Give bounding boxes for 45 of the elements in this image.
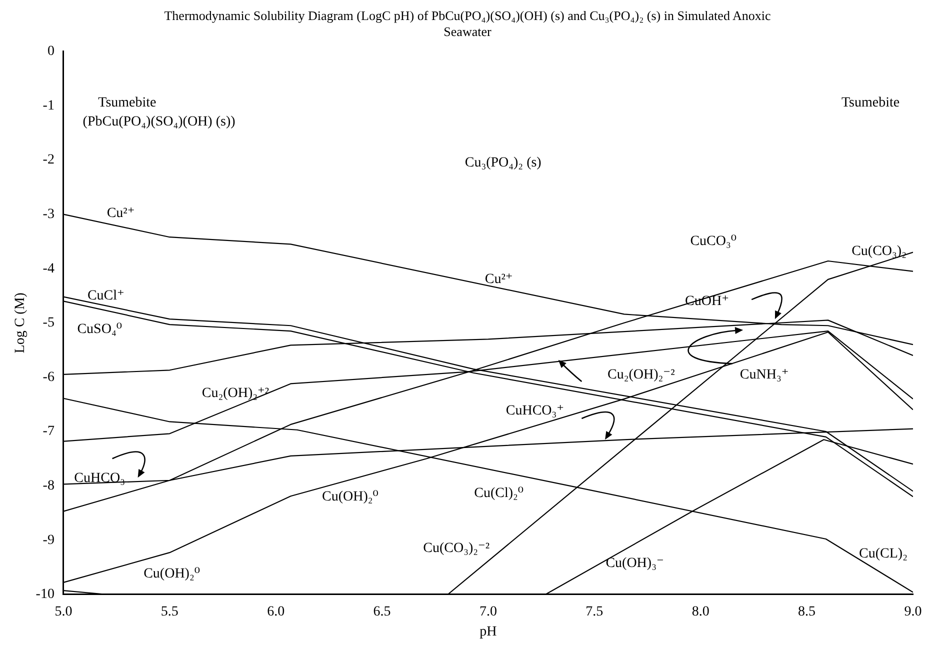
y-tick-label: -10: [36, 587, 54, 602]
y-tick-label: -7: [42, 424, 54, 440]
x-tick-label: 6.0: [267, 604, 285, 620]
annotation: CuHCO₃⁺: [506, 404, 564, 419]
annotation: CuHCO₃: [74, 470, 126, 486]
annotation: Cu₂(OH)₂⁺²: [202, 386, 270, 402]
annotation: Cu(OH)₃⁻: [606, 556, 664, 572]
annotation: Cu(OH)₂⁰: [144, 566, 200, 582]
annotation: Cu²⁺: [484, 272, 513, 288]
chart-title: Thermodynamic Solubility Diagram (LogC pH) of PbCu(PO₄)(SO₄)(OH) (s) and Cu₃(PO₄)₂ (s) in Simulated Anoxic Seawater: [163, 8, 772, 40]
x-tick-label: 7.0: [479, 604, 497, 620]
y-tick-label: -2: [42, 152, 54, 168]
y-tick-label: 0: [47, 44, 54, 60]
y-tick-label: -6: [42, 370, 54, 385]
annotation: CuCO₃⁰: [690, 234, 737, 250]
x-tick-label: 7.5: [586, 604, 604, 620]
x-tick-label: 5.0: [54, 604, 72, 620]
x-tick-label: 6.5: [373, 604, 391, 620]
annotation: Cu₂(OH)₂⁻²: [608, 368, 675, 383]
annotation: Tsumebite: [841, 96, 900, 111]
y-tick-label: -1: [42, 98, 54, 114]
x-axis-title: pH: [480, 624, 497, 640]
x-tick-label: 8.5: [798, 604, 816, 620]
annotation: Cu(Cl)₂⁰: [474, 486, 524, 502]
annotation: CuCl⁺: [87, 288, 124, 304]
annotation: CuOH⁺: [685, 294, 729, 309]
annotation: Cu(CL)₂: [859, 546, 908, 562]
y-tick-label: -3: [42, 206, 54, 222]
y-tick-label: -8: [42, 478, 54, 494]
annotation: (PbCu(PO₄)(SO₄)(OH) (s)): [82, 114, 236, 130]
x-tick-label: 8.0: [692, 604, 710, 620]
annotation: Tsumebite: [98, 96, 156, 111]
annotation: Cu₃(PO₄)₂ (s): [464, 155, 542, 170]
y-axis-title: Log C (M): [13, 292, 28, 354]
x-tick-label: 5.5: [160, 604, 178, 620]
y-tick-label: -5: [42, 316, 54, 331]
x-tick-label: 9.0: [904, 604, 922, 620]
annotation: Cu²⁺: [106, 206, 135, 221]
annotation: CuSO₄⁰: [77, 322, 122, 338]
annotation: Cu(CO₃)₂: [852, 244, 907, 259]
y-tick-label: -4: [42, 261, 54, 276]
annotation: CuNH₃⁺: [740, 368, 789, 383]
annotation: Cu(CO₃)₂⁻²: [423, 540, 490, 556]
annotation: Cu(OH)₂⁰: [322, 489, 379, 504]
y-tick-label: -9: [42, 532, 54, 548]
